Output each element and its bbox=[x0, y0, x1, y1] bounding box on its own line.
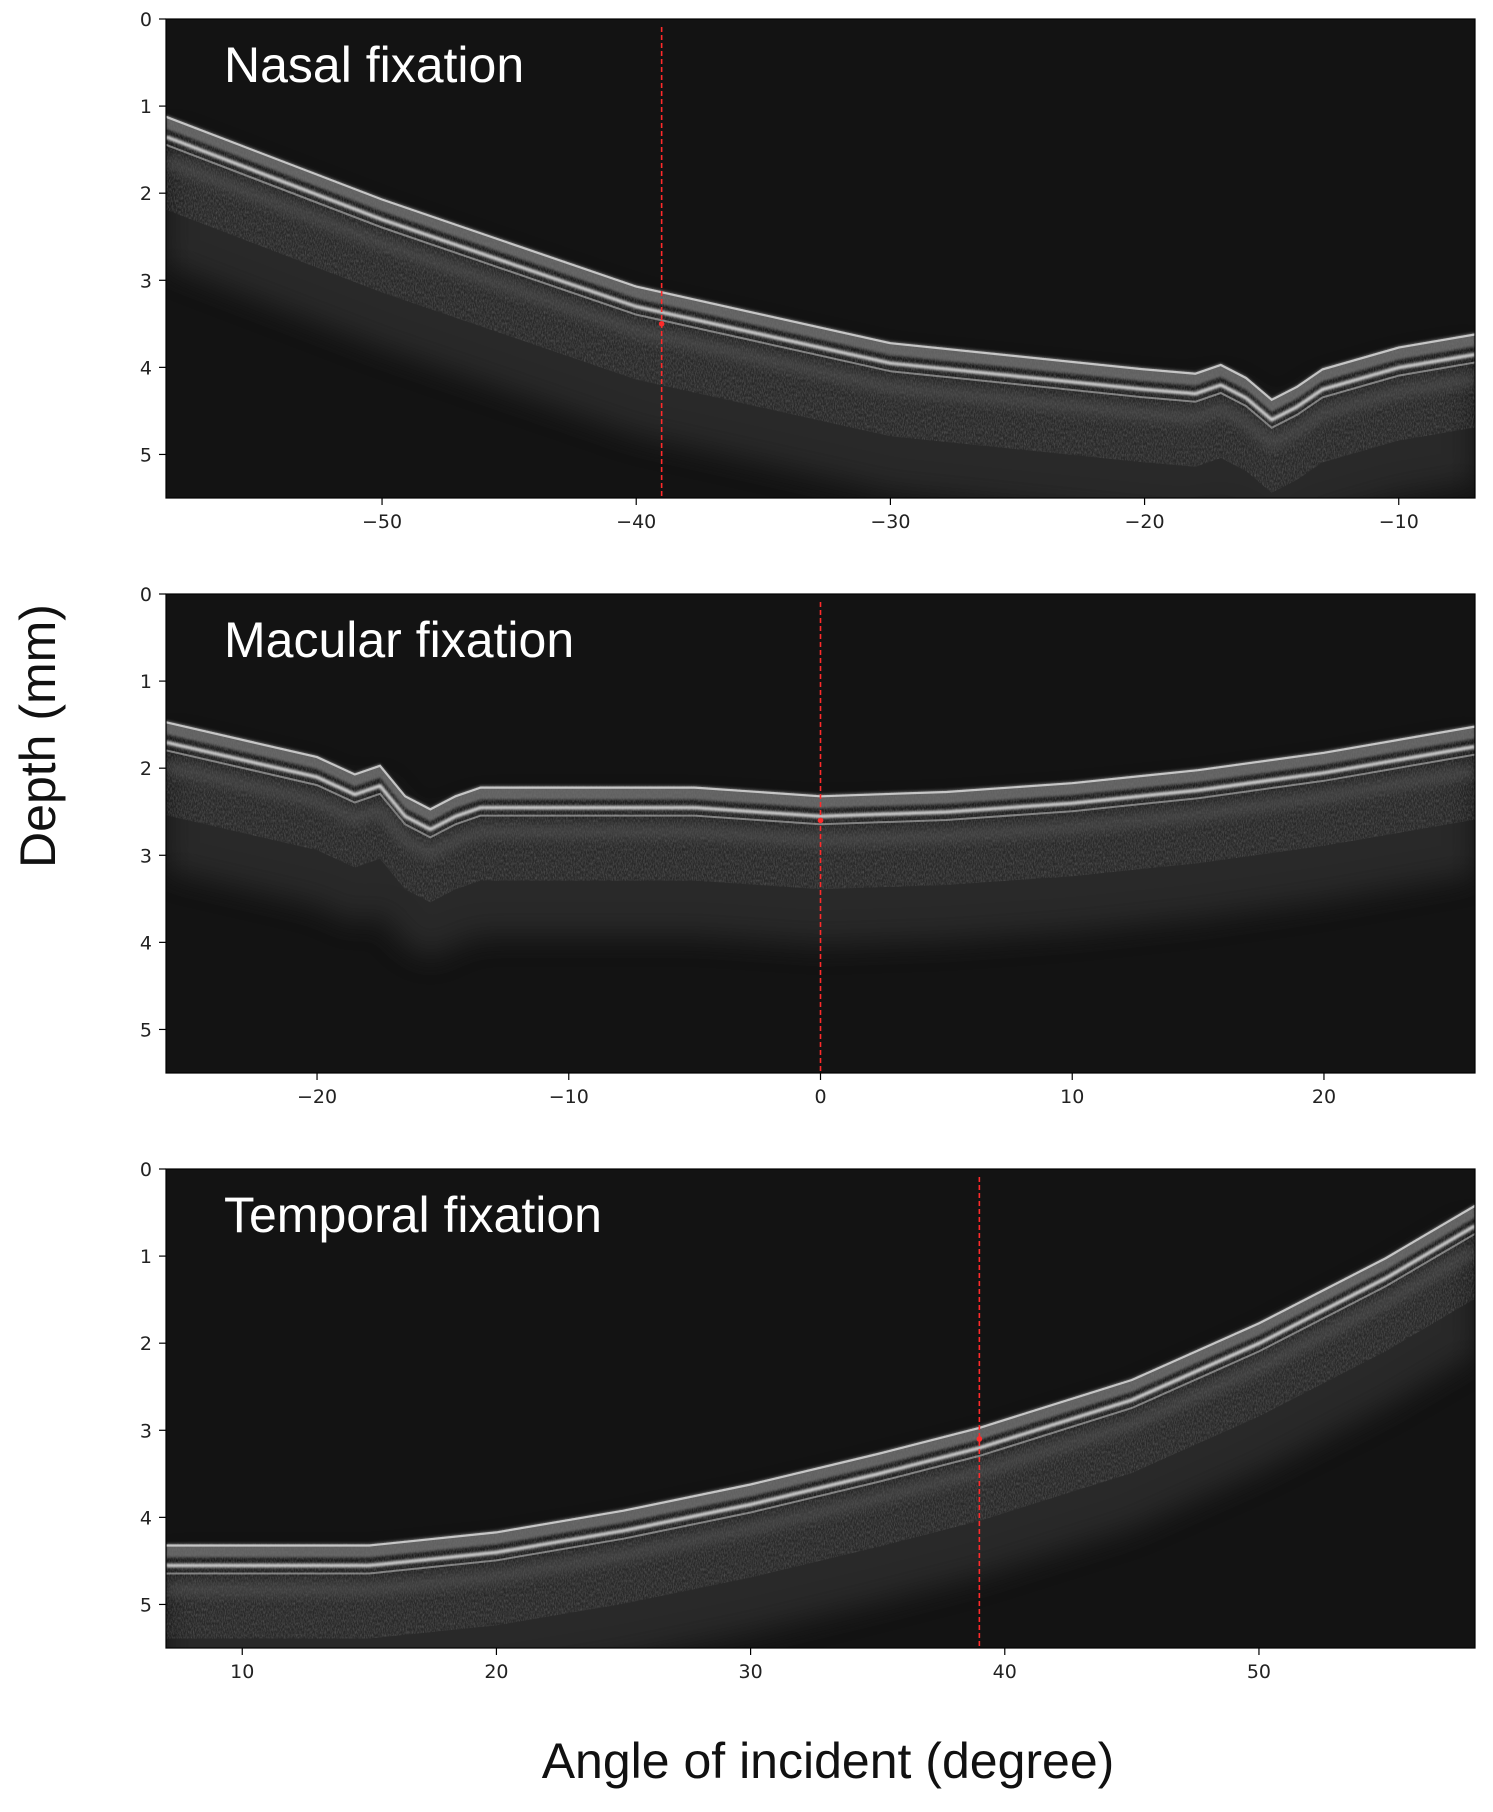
y-tick-label: 5 bbox=[140, 1019, 152, 1041]
y-tick-label: 5 bbox=[140, 444, 152, 466]
choroid-band bbox=[166, 154, 1475, 453]
y-tick-label: 0 bbox=[140, 9, 152, 31]
x-tick-label: −10 bbox=[549, 1086, 589, 1108]
marker-point bbox=[817, 817, 824, 824]
axes-frame bbox=[165, 1168, 1476, 1649]
x-tick-label: −50 bbox=[362, 511, 402, 533]
rpe-band bbox=[166, 135, 1475, 422]
retina-surface-line bbox=[166, 721, 1475, 811]
x-tick-label: 20 bbox=[484, 1661, 508, 1683]
rpe-band bbox=[166, 740, 1475, 832]
y-tick-label: 4 bbox=[140, 357, 152, 379]
retina-layer-inner bbox=[166, 720, 1475, 822]
y-tick-label: 0 bbox=[140, 584, 152, 606]
x-tick-label: −10 bbox=[1379, 511, 1419, 533]
y-tick-label: 2 bbox=[140, 183, 152, 205]
y-tick-label: 1 bbox=[140, 96, 152, 118]
x-tick-label: 0 bbox=[814, 1086, 826, 1108]
retina-surface-line bbox=[166, 115, 1475, 402]
rpe-band bbox=[166, 1224, 1475, 1568]
panel-label-nasal: Nasal fixation bbox=[224, 37, 524, 93]
retina-surface-line bbox=[166, 1204, 1475, 1547]
choroid-band bbox=[166, 1243, 1475, 1597]
y-tick-label: 2 bbox=[140, 1333, 152, 1355]
x-tick-label: 30 bbox=[739, 1661, 763, 1683]
y-tick-label: 3 bbox=[140, 845, 152, 867]
x-tick-label: 50 bbox=[1247, 1661, 1271, 1683]
bruch-membrane bbox=[166, 1232, 1475, 1575]
y-axis-title: Depth (mm) bbox=[10, 604, 66, 868]
bruch-membrane bbox=[166, 143, 1475, 429]
y-tick-label: 3 bbox=[140, 1420, 152, 1442]
y-tick-label: 4 bbox=[140, 932, 152, 954]
y-tick-label: 3 bbox=[140, 270, 152, 292]
panel-label-macular: Macular fixation bbox=[224, 612, 574, 668]
x-tick-label: −30 bbox=[870, 511, 910, 533]
y-tick-label: 0 bbox=[140, 1159, 152, 1181]
y-tick-label: 2 bbox=[140, 758, 152, 780]
bruch-membrane bbox=[166, 749, 1475, 839]
panel-macular: 0 1 2 3 4 5 −20 −10 0 10 20 Macular fixation bbox=[140, 584, 1476, 1108]
x-tick-label: −20 bbox=[1125, 511, 1165, 533]
x-tick-label: −20 bbox=[297, 1086, 337, 1108]
x-tick-label: 20 bbox=[1312, 1086, 1336, 1108]
x-axis-title: Angle of incident (degree) bbox=[542, 1733, 1115, 1789]
y-tick-label: 1 bbox=[140, 1246, 152, 1268]
x-tick-label: −40 bbox=[616, 511, 656, 533]
panel-temporal: 0 1 2 3 4 5 10 20 30 40 50 Temporal fixation bbox=[140, 1159, 1476, 1683]
axes-frame bbox=[165, 18, 1476, 499]
panel-nasal: 0 1 2 3 4 5 −50 −40 −30 −20 −10 Nasal fixation bbox=[140, 9, 1476, 533]
y-tick-label: 1 bbox=[140, 671, 152, 693]
x-tick-label: 40 bbox=[993, 1661, 1017, 1683]
marker-point bbox=[976, 1436, 983, 1442]
y-tick-label: 5 bbox=[140, 1594, 152, 1616]
panel-label-temporal: Temporal fixation bbox=[224, 1187, 602, 1243]
choroid-band bbox=[166, 759, 1475, 862]
marker-point bbox=[658, 321, 665, 327]
y-tick-label: 4 bbox=[140, 1507, 152, 1529]
x-tick-label: 10 bbox=[230, 1661, 254, 1683]
x-tick-label: 10 bbox=[1060, 1086, 1084, 1108]
